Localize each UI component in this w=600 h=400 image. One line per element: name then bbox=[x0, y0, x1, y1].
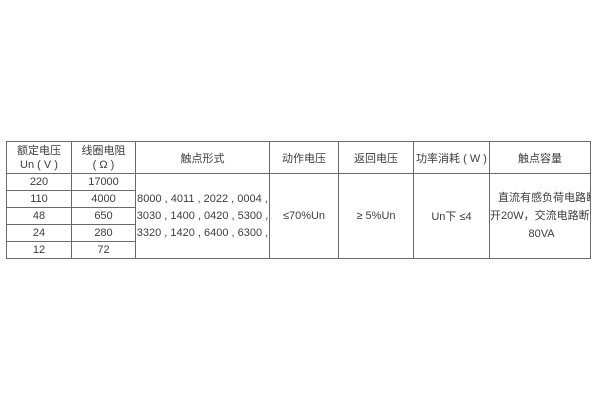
table-row: 220 17000 8000 , 4011 , 2022 , 0004 , 30… bbox=[6, 173, 591, 259]
contact-form-line2: 3030 , 1400 , 0420 , 5300 , bbox=[136, 209, 269, 222]
cell-power-consumption: Un下 ≤4 bbox=[413, 173, 490, 259]
header-contact-form: 触点形式 bbox=[135, 141, 270, 174]
header-coil-resistance-line2: ( Ω ) bbox=[92, 158, 115, 171]
table-row: 12 72 bbox=[6, 241, 591, 259]
cell-contact-capacity: 直流有感负荷电路断 开20W，交流电路断开 80VA bbox=[489, 173, 591, 259]
relay-spec-table: 额定电压 Un ( V ) 线圈电阻 ( Ω ) 触点形式 动作电压 返回电压 … bbox=[6, 141, 591, 259]
table-header-row: 额定电压 Un ( V ) 线圈电阻 ( Ω ) 触点形式 动作电压 返回电压 … bbox=[6, 141, 591, 174]
header-operate-voltage: 动作电压 bbox=[269, 141, 339, 174]
cell-contact-form: 8000 , 4011 , 2022 , 0004 , 3030 , 1400 … bbox=[135, 173, 270, 259]
cell-coil-resistance: 650 bbox=[71, 207, 136, 225]
contact-capacity-line2: 开20W，交流电路断开 bbox=[490, 210, 591, 222]
header-coil-resistance: 线圈电阻 ( Ω ) bbox=[71, 141, 136, 174]
cell-un-voltage: 24 bbox=[6, 224, 72, 242]
cell-un-voltage: 12 bbox=[6, 241, 72, 259]
contact-form-line3: 3320 , 1420 , 6400 , 6300 , bbox=[136, 226, 269, 239]
cell-un-voltage: 220 bbox=[6, 173, 72, 191]
cell-coil-resistance: 280 bbox=[71, 224, 136, 242]
header-rated-voltage: 额定电压 Un ( V ) bbox=[6, 141, 72, 174]
header-rated-voltage-line1: 额定电压 bbox=[17, 144, 61, 157]
contact-form-line1: 8000 , 4011 , 2022 , 0004 , bbox=[137, 192, 268, 205]
cell-return-voltage: ≥ 5%Un bbox=[338, 173, 414, 259]
contact-capacity-line1: 直流有感负荷电路断 bbox=[498, 192, 591, 204]
header-power-consumption: 功率消耗 ( W ) bbox=[413, 141, 490, 174]
cell-coil-resistance: 17000 bbox=[71, 173, 136, 191]
header-contact-capacity: 触点容量 bbox=[489, 141, 591, 174]
cell-coil-resistance: 72 bbox=[71, 241, 136, 259]
table-row: 24 280 bbox=[6, 224, 591, 242]
cell-un-voltage: 48 bbox=[6, 207, 72, 225]
header-rated-voltage-line2: Un ( V ) bbox=[20, 158, 58, 171]
cell-operate-voltage: ≤70%Un bbox=[269, 173, 339, 259]
header-coil-resistance-line1: 线圈电阻 bbox=[81, 144, 126, 157]
contact-capacity-line3: 80VA bbox=[528, 228, 555, 240]
cell-coil-resistance: 4000 bbox=[71, 190, 136, 208]
header-return-voltage: 返回电压 bbox=[338, 141, 414, 174]
cell-un-voltage: 110 bbox=[6, 190, 72, 208]
